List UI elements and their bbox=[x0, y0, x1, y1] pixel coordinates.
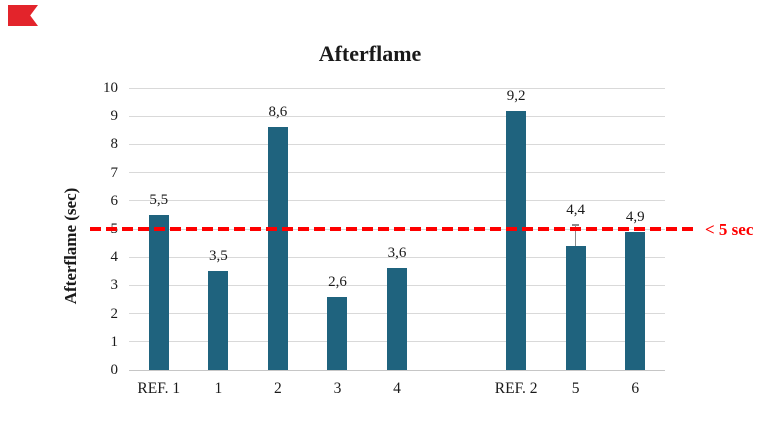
bar bbox=[148, 214, 169, 370]
bar bbox=[506, 110, 527, 370]
bar bbox=[387, 268, 407, 370]
bar bbox=[208, 271, 229, 370]
gridline bbox=[129, 87, 665, 89]
gridline bbox=[129, 200, 665, 202]
y-axis-tick-label: 9 bbox=[110, 108, 119, 125]
error-bar bbox=[574, 224, 577, 246]
bar bbox=[267, 127, 288, 370]
y-axis-tick-label: 1 bbox=[110, 333, 119, 350]
bar-value-label: 3,5 bbox=[208, 248, 228, 265]
y-axis-tick-label: 2 bbox=[110, 305, 119, 322]
bar bbox=[565, 245, 586, 370]
x-axis-category-label: REF. 2 bbox=[494, 380, 538, 397]
threshold-line bbox=[90, 227, 697, 231]
x-axis-category-label: 6 bbox=[631, 380, 640, 397]
bar-value-label: 8,6 bbox=[268, 104, 288, 121]
y-axis-tick-label: 4 bbox=[110, 249, 119, 266]
y-axis-tick-label: 0 bbox=[110, 362, 119, 378]
bar-value-label: 5,5 bbox=[149, 191, 169, 208]
x-axis-category-label: 5 bbox=[571, 380, 580, 397]
gridline bbox=[129, 172, 665, 174]
y-axis-tick-label: 3 bbox=[110, 277, 119, 294]
error-bar-cap bbox=[572, 224, 580, 226]
y-axis-title: Afterflame (sec) bbox=[61, 187, 80, 305]
bar-value-label: 9,2 bbox=[506, 87, 526, 104]
bar-value-label: 4,9 bbox=[625, 208, 645, 225]
y-axis-tick-label: 10 bbox=[103, 80, 118, 96]
threshold-label: < 5 sec bbox=[705, 220, 754, 239]
bar-value-label: 2,6 bbox=[328, 273, 347, 290]
bar bbox=[625, 231, 646, 370]
bar-value-label: 3,6 bbox=[387, 245, 407, 262]
x-axis-category-label: 3 bbox=[333, 380, 342, 397]
y-axis-tick-label: 8 bbox=[110, 136, 119, 153]
gridline bbox=[129, 115, 665, 117]
bar bbox=[327, 296, 348, 370]
x-axis-category-label: REF. 1 bbox=[137, 380, 181, 397]
gridline bbox=[129, 256, 665, 258]
x-axis-category-label: 4 bbox=[393, 380, 401, 397]
bar-value-label: 4,4 bbox=[566, 201, 586, 218]
chart-title: Afterflame bbox=[318, 41, 422, 66]
gridline bbox=[129, 369, 665, 371]
y-axis-tick-label: 7 bbox=[110, 164, 119, 181]
gridline bbox=[129, 143, 665, 145]
x-axis-category-label: 1 bbox=[214, 380, 223, 397]
red-flag-marker bbox=[8, 5, 38, 26]
x-axis-category-label: 2 bbox=[274, 380, 282, 397]
y-axis-tick-label: 6 bbox=[110, 192, 119, 209]
